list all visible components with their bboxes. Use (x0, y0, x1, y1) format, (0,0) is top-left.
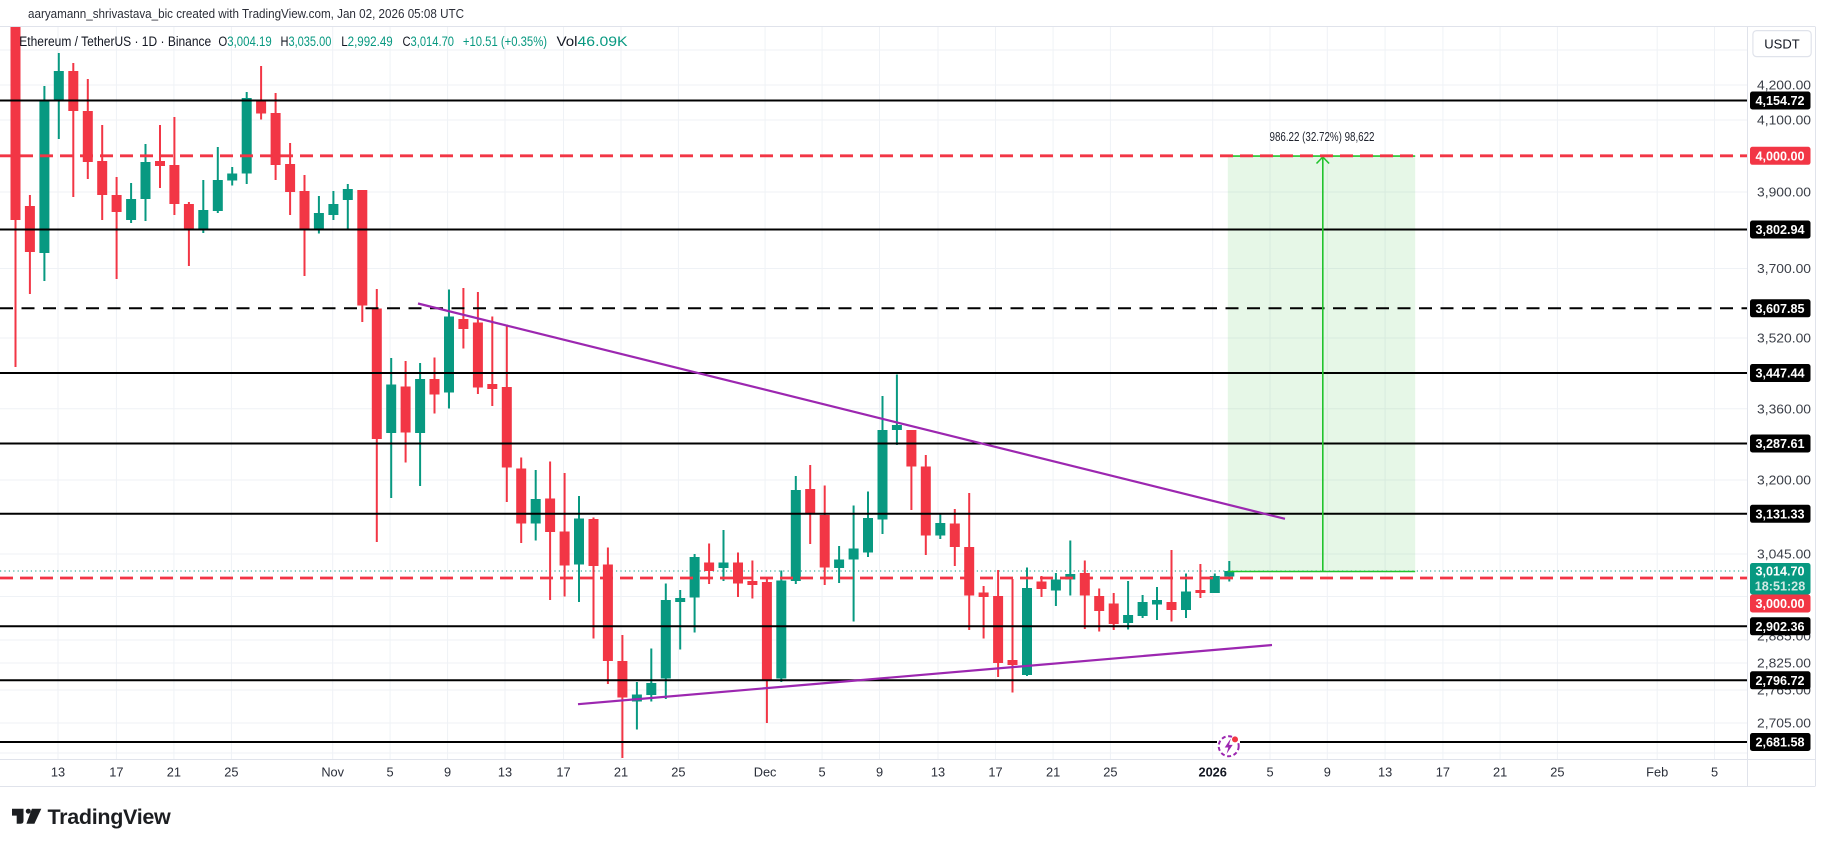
svg-text:2,796.72: 2,796.72 (1755, 674, 1804, 688)
svg-text:Nov: Nov (321, 765, 344, 780)
svg-text:3,607.85: 3,607.85 (1755, 302, 1804, 316)
svg-text:3,014.70: 3,014.70 (1755, 565, 1804, 579)
svg-text:46.09K: 46.09K (578, 34, 628, 49)
svg-text:5: 5 (1711, 765, 1718, 780)
svg-text:3,045.00: 3,045.00 (1757, 547, 1811, 562)
svg-text:3,360.00: 3,360.00 (1757, 401, 1811, 416)
svg-text:21: 21 (1046, 765, 1060, 780)
svg-text:17: 17 (988, 765, 1002, 780)
svg-text:25: 25 (1550, 765, 1564, 780)
svg-text:3,447.44: 3,447.44 (1755, 367, 1804, 381)
svg-text:13: 13 (51, 765, 65, 780)
svg-text:5: 5 (1266, 765, 1273, 780)
svg-text:2,681.58: 2,681.58 (1755, 736, 1804, 750)
svg-text:21: 21 (167, 765, 181, 780)
svg-text:3,520.00: 3,520.00 (1757, 331, 1811, 346)
svg-text:4,200.00: 4,200.00 (1757, 78, 1811, 93)
svg-text:L2,992.49: L2,992.49 (341, 34, 393, 49)
svg-text:13: 13 (1378, 765, 1392, 780)
svg-text:4,100.00: 4,100.00 (1757, 113, 1811, 128)
svg-text:4,154.72: 4,154.72 (1755, 94, 1804, 108)
svg-text:3,900.00: 3,900.00 (1757, 185, 1811, 200)
svg-text:2,902.36: 2,902.36 (1755, 620, 1804, 634)
svg-text:5: 5 (819, 765, 826, 780)
svg-text:13: 13 (498, 765, 512, 780)
svg-text:O3,004.19: O3,004.19 (218, 34, 271, 49)
svg-text:TradingView: TradingView (48, 805, 172, 829)
svg-text:Ethereum / TetherUS · 1D · Bin: Ethereum / TetherUS · 1D · Binance (19, 34, 211, 49)
svg-text:17: 17 (556, 765, 570, 780)
svg-text:2,705.00: 2,705.00 (1757, 716, 1811, 731)
svg-text:3,131.33: 3,131.33 (1755, 507, 1804, 521)
svg-text:3,700.00: 3,700.00 (1757, 261, 1811, 276)
svg-text:4,000.00: 4,000.00 (1755, 149, 1804, 163)
svg-text:H3,035.00: H3,035.00 (281, 34, 332, 49)
svg-text:21: 21 (614, 765, 628, 780)
svg-text:17: 17 (1436, 765, 1450, 780)
svg-text:25: 25 (224, 765, 238, 780)
svg-text:18:51:28: 18:51:28 (1755, 580, 1805, 594)
svg-text:C3,014.70: C3,014.70 (403, 34, 455, 49)
svg-text:9: 9 (1324, 765, 1331, 780)
svg-text:21: 21 (1493, 765, 1507, 780)
svg-text:9: 9 (444, 765, 451, 780)
svg-text:USDT: USDT (1764, 37, 1799, 52)
svg-text:25: 25 (671, 765, 685, 780)
svg-text:aaryamann_shrivastava_bic crea: aaryamann_shrivastava_bic created with T… (28, 6, 464, 21)
svg-text:17: 17 (109, 765, 123, 780)
svg-text:3,287.61: 3,287.61 (1755, 437, 1804, 451)
svg-text:3,000.00: 3,000.00 (1755, 597, 1804, 611)
svg-text:Feb: Feb (1646, 765, 1668, 780)
svg-text:3,802.94: 3,802.94 (1755, 223, 1804, 237)
svg-text:2026: 2026 (1198, 765, 1226, 780)
svg-text:+10.51 (+0.35%): +10.51 (+0.35%) (463, 34, 547, 49)
svg-text:13: 13 (931, 765, 945, 780)
svg-text:Vol: Vol (557, 34, 578, 49)
svg-text:2,825.00: 2,825.00 (1757, 656, 1811, 671)
svg-text:Dec: Dec (754, 765, 777, 780)
svg-text:9: 9 (876, 765, 883, 780)
svg-text:5: 5 (387, 765, 394, 780)
svg-text:25: 25 (1103, 765, 1117, 780)
svg-text:3,200.00: 3,200.00 (1757, 473, 1811, 488)
svg-text:986.22 (32.72%) 98,622: 986.22 (32.72%) 98,622 (1270, 129, 1375, 144)
